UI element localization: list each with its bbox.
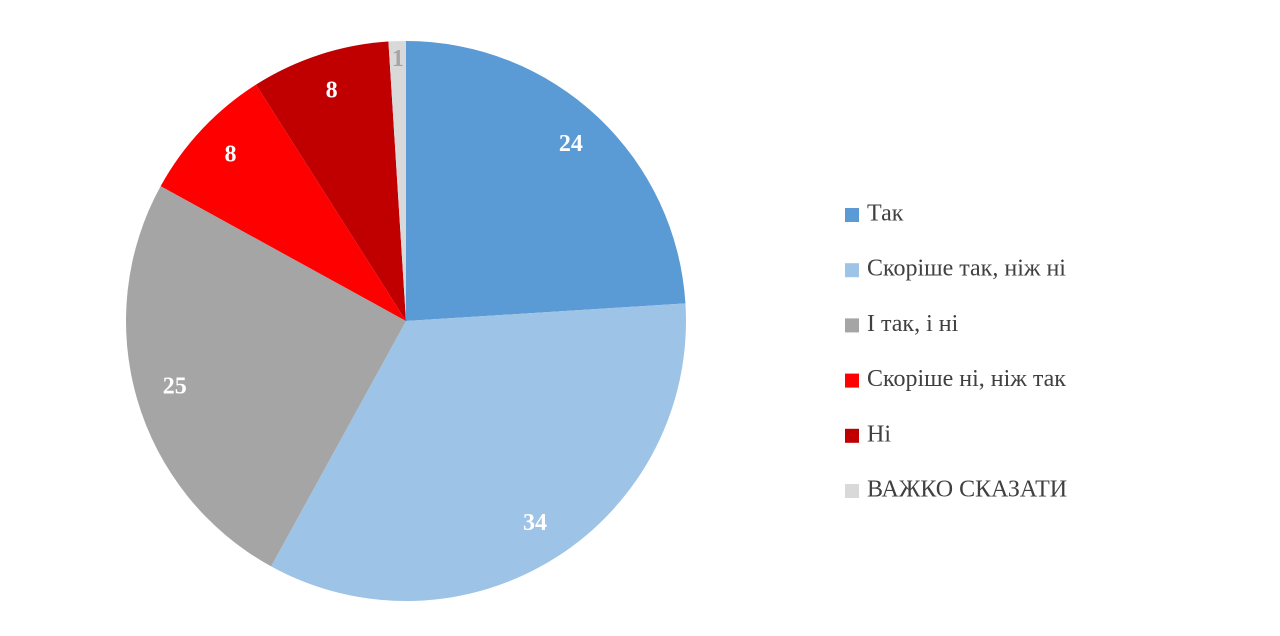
pie-slice (271, 303, 687, 601)
legend-swatch (845, 484, 859, 498)
legend-swatch (845, 318, 859, 333)
pie-slice (388, 41, 406, 321)
pie-slice (255, 41, 406, 321)
data-label: 25 (163, 374, 187, 400)
legend-label: Скоріше так, ніж ні (867, 256, 1066, 282)
legend-label: І так, і ні (867, 311, 959, 337)
legend-swatch (845, 373, 859, 388)
legend-swatch (845, 208, 859, 222)
legend-label: Ні (867, 421, 891, 447)
data-label: 24 (559, 131, 583, 157)
data-label: 1 (392, 46, 404, 72)
legend-swatch (845, 263, 859, 278)
pie-slice (126, 186, 407, 567)
data-label: 8 (224, 142, 236, 168)
data-label: 34 (523, 510, 547, 536)
legend-swatch (845, 428, 859, 443)
legend-label: Скоріше ні, ніж так (867, 366, 1066, 392)
pie-slice (160, 84, 406, 321)
data-label: 8 (326, 77, 338, 103)
pie-slice (406, 41, 686, 321)
legend-label: Так (867, 201, 904, 227)
legend-label: ВАЖКО СКАЗАТИ (867, 477, 1067, 503)
